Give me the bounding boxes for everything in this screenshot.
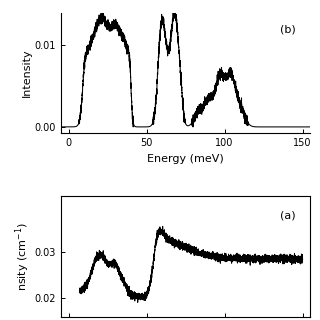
X-axis label: Energy (meV): Energy (meV) — [147, 154, 224, 164]
Y-axis label: Intensity: Intensity — [22, 49, 32, 97]
Text: (a): (a) — [280, 211, 296, 221]
Text: (b): (b) — [280, 25, 296, 35]
Y-axis label: nsity (cm$^{-1}$): nsity (cm$^{-1}$) — [13, 222, 32, 291]
